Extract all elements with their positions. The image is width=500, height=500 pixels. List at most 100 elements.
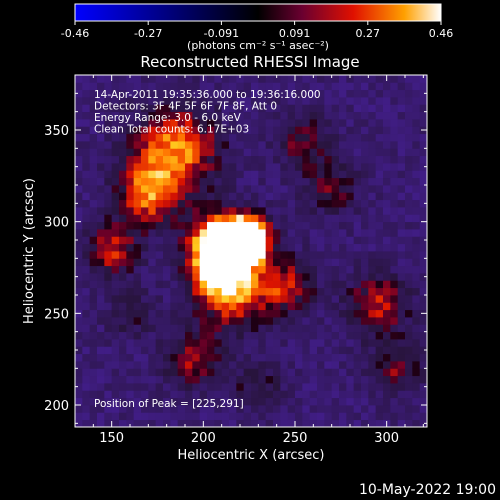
heatmap-cell xyxy=(243,214,252,223)
heatmap-cell xyxy=(331,383,340,391)
heatmap-cell xyxy=(280,397,289,406)
heatmap-cell xyxy=(82,346,91,355)
heatmap-cell xyxy=(221,111,230,120)
heatmap-cell xyxy=(397,331,406,340)
heatmap-cell xyxy=(361,412,369,421)
heatmap-cell xyxy=(302,97,311,105)
heatmap-cell xyxy=(419,280,427,289)
heatmap-cell xyxy=(331,133,340,142)
heatmap-cell xyxy=(170,353,179,362)
heatmap-cell xyxy=(383,155,391,164)
heatmap-cell xyxy=(302,331,311,340)
heatmap-cell xyxy=(397,397,406,406)
heatmap-cell xyxy=(243,295,252,303)
heatmap-cell xyxy=(177,170,186,179)
heatmap-cell xyxy=(419,295,427,303)
heatmap-cell xyxy=(302,243,311,252)
heatmap-cell xyxy=(236,243,245,252)
heatmap-cell xyxy=(141,192,149,201)
heatmap-cell xyxy=(104,383,113,391)
heatmap-cell xyxy=(302,339,311,347)
heatmap-cell xyxy=(383,258,391,267)
heatmap-cell xyxy=(412,133,421,142)
heatmap-cell xyxy=(214,243,223,252)
heatmap-cell xyxy=(82,324,91,333)
heatmap-cell xyxy=(302,273,311,281)
heatmap-cell xyxy=(133,265,142,274)
heatmap-cell xyxy=(280,89,289,98)
heatmap-cell xyxy=(119,133,127,142)
heatmap-cell xyxy=(251,89,259,98)
heatmap-cell xyxy=(397,207,406,215)
heatmap-cell xyxy=(243,368,252,377)
heatmap-cell xyxy=(207,397,215,406)
heatmap-cell xyxy=(199,331,208,340)
heatmap-cell xyxy=(397,361,406,369)
heatmap-cell xyxy=(155,324,164,333)
heatmap-cell xyxy=(155,295,164,303)
heatmap-cell xyxy=(89,353,98,362)
heatmap-cell xyxy=(353,177,362,186)
heatmap-cell xyxy=(375,412,384,421)
heatmap-cell xyxy=(309,390,318,399)
heatmap-cell xyxy=(273,133,281,142)
heatmap-cell xyxy=(346,302,355,311)
heatmap-cell xyxy=(287,111,296,120)
heatmap-cell xyxy=(82,243,91,252)
heatmap-cell xyxy=(265,346,274,355)
heatmap-cell xyxy=(82,214,91,223)
heatmap-cell xyxy=(287,309,296,318)
heatmap-cell xyxy=(229,177,237,186)
heatmap-cell xyxy=(141,368,149,377)
heatmap-cell xyxy=(221,375,230,384)
heatmap-cell xyxy=(89,119,98,127)
heatmap-cell xyxy=(412,324,421,333)
annotation-line: 14-Apr-2011 19:35:36.000 to 19:36:16.000 xyxy=(94,89,321,101)
heatmap-cell xyxy=(229,368,237,377)
x-tick-label: 250 xyxy=(283,431,308,446)
heatmap-cell xyxy=(412,104,421,113)
heatmap-cell xyxy=(331,185,340,193)
heatmap-cell xyxy=(397,163,406,171)
heatmap-cell xyxy=(361,133,369,142)
heatmap-cell xyxy=(309,207,318,215)
heatmap-cell xyxy=(324,163,333,171)
heatmap-cell xyxy=(383,346,391,355)
heatmap-cell xyxy=(126,324,135,333)
heatmap-cell xyxy=(163,265,171,274)
heatmap-cell xyxy=(258,126,267,135)
heatmap-cell xyxy=(412,273,421,281)
heatmap-cell xyxy=(104,302,113,311)
heatmap-cell xyxy=(221,390,230,399)
heatmap-cell xyxy=(295,221,303,230)
heatmap-cell xyxy=(163,353,171,362)
heatmap-cell xyxy=(221,236,230,245)
heatmap-cell xyxy=(405,353,413,362)
heatmap-cell xyxy=(361,221,369,230)
heatmap-cell xyxy=(353,229,362,237)
heatmap-cell xyxy=(133,295,142,303)
heatmap-cell xyxy=(251,295,259,303)
heatmap-cell xyxy=(309,346,318,355)
heatmap-cell xyxy=(397,368,406,377)
heatmap-cell xyxy=(133,119,142,127)
heatmap-cell xyxy=(177,89,186,98)
heatmap-cell xyxy=(317,317,325,325)
heatmap-cell xyxy=(185,119,193,127)
heatmap-cell xyxy=(82,405,91,413)
heatmap-cell xyxy=(295,302,303,311)
heatmap-cell xyxy=(295,361,303,369)
heatmap-cell xyxy=(287,405,296,413)
heatmap-cell xyxy=(331,309,340,318)
heatmap-cell xyxy=(390,119,399,127)
heatmap-cell xyxy=(361,111,369,120)
heatmap-cell xyxy=(339,192,347,201)
heatmap-cell xyxy=(89,309,98,318)
heatmap-cell xyxy=(141,163,149,171)
heatmap-cell xyxy=(309,97,318,105)
heatmap-cell xyxy=(309,221,318,230)
heatmap-cell xyxy=(199,251,208,259)
heatmap-cell xyxy=(89,104,98,113)
heatmap-cell xyxy=(82,375,91,384)
heatmap-cell xyxy=(229,258,237,267)
